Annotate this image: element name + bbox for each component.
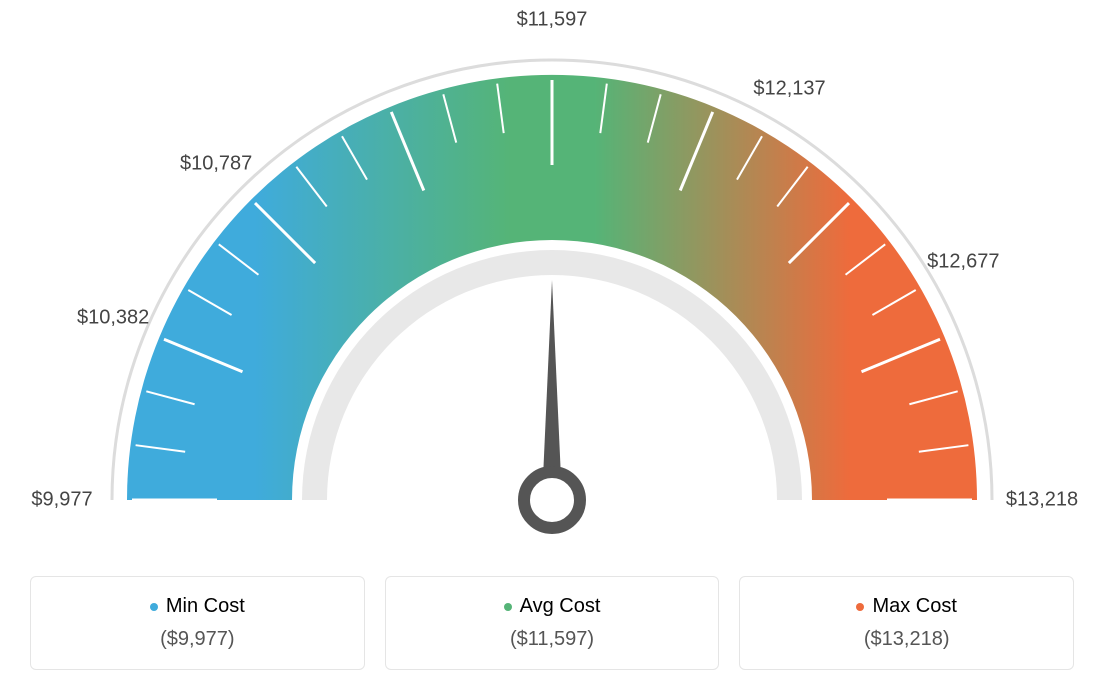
gauge-tick-label: $9,977 — [31, 489, 92, 512]
gauge-tick-label: $11,597 — [517, 9, 588, 32]
legend-title-min: Min Cost — [150, 595, 245, 618]
legend-title-max-text: Max Cost — [872, 595, 956, 618]
legend-title-max: Max Cost — [856, 595, 956, 618]
gauge-tick-label: $12,137 — [753, 77, 825, 100]
gauge-tick-label: $10,787 — [180, 153, 252, 176]
legend-dot-max — [856, 603, 864, 611]
gauge-chart-container: $9,977 $10,382 $10,787 $11,597 $12,137 $12,67… — [0, 0, 1104, 690]
legend-dot-min — [150, 603, 158, 611]
gauge-tick-label: $13,218 — [1006, 489, 1078, 512]
legend-dot-avg — [504, 603, 512, 611]
legend-card-avg: Avg Cost ($11,597) — [385, 576, 720, 670]
legend-card-min: Min Cost ($9,977) — [30, 576, 365, 670]
legend-row: Min Cost ($9,977) Avg Cost ($11,597) Max… — [0, 576, 1104, 670]
gauge-area: $9,977 $10,382 $10,787 $11,597 $12,137 $12,67… — [0, 0, 1104, 540]
legend-value-min: ($9,977) — [41, 628, 354, 651]
gauge-tick-label: $12,677 — [927, 251, 999, 274]
legend-card-max: Max Cost ($13,218) — [739, 576, 1074, 670]
gauge-tick-label: $10,382 — [77, 307, 149, 330]
legend-title-avg-text: Avg Cost — [520, 595, 601, 618]
legend-title-min-text: Min Cost — [166, 595, 245, 618]
legend-title-avg: Avg Cost — [504, 595, 601, 618]
legend-value-max: ($13,218) — [750, 628, 1063, 651]
legend-value-avg: ($11,597) — [396, 628, 709, 651]
